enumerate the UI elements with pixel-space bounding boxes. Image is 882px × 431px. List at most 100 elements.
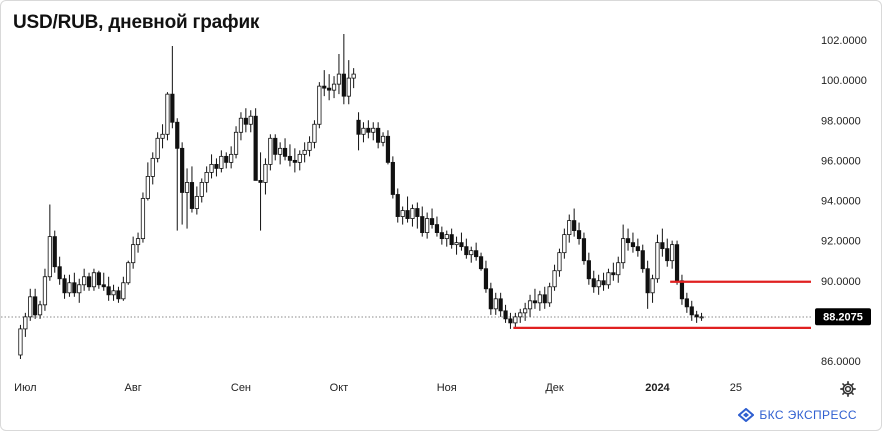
candle [518, 308, 523, 323]
candle [557, 248, 562, 277]
candle [508, 312, 513, 329]
candle [224, 152, 229, 169]
candle [483, 260, 489, 293]
candles-layer [18, 33, 704, 359]
candle [567, 214, 572, 243]
candle [429, 208, 435, 229]
candle [126, 260, 131, 285]
candle [621, 224, 626, 269]
candle [371, 122, 376, 141]
candle [464, 238, 469, 259]
candle [572, 208, 577, 237]
candle [204, 166, 209, 193]
candle [596, 274, 601, 295]
x-axis: Июл Авг Сен Окт Ноя Дек 2024 25 [14, 382, 742, 394]
candle [121, 276, 126, 301]
candle [645, 260, 650, 309]
settings-button[interactable] [837, 378, 859, 400]
candle [361, 122, 366, 143]
candle [689, 300, 694, 321]
x-tick-label: 2024 [645, 382, 670, 394]
candle [503, 304, 508, 323]
candle [395, 188, 400, 223]
y-tick-label: 96.0000 [821, 155, 861, 167]
candle [459, 232, 464, 251]
x-tick-label: Окт [330, 382, 349, 394]
x-tick-label: Ноя [437, 382, 457, 394]
candle [331, 76, 337, 99]
candle [57, 256, 62, 285]
y-axis: 102.0000 100.0000 98.0000 96.0000 94.0000 92.… [821, 35, 867, 368]
candle [699, 312, 704, 321]
candle [474, 242, 479, 261]
candle [469, 246, 474, 263]
candle [410, 204, 415, 227]
candle [150, 152, 155, 185]
candle [33, 288, 38, 319]
candle [351, 68, 356, 89]
candle [327, 74, 332, 101]
candle [238, 112, 244, 141]
candle [165, 92, 170, 141]
candle [268, 134, 273, 171]
candle [454, 236, 459, 255]
levels-layer [513, 280, 811, 329]
chart-title: USD/RUB, дневной график [13, 12, 260, 33]
candle [498, 292, 503, 317]
candle [135, 232, 141, 253]
candle [67, 274, 72, 297]
candle [243, 108, 248, 133]
last-price-value: 88.2075 [823, 312, 863, 324]
last-price-label: 88.2075 [815, 308, 871, 326]
candle [184, 168, 190, 229]
y-tick-label: 86.0000 [821, 356, 861, 368]
candle [199, 178, 204, 203]
candle [317, 82, 322, 129]
candle [606, 268, 611, 289]
candle [18, 324, 23, 359]
candle [307, 136, 312, 157]
candle [478, 252, 484, 271]
candle [214, 158, 219, 177]
gear-icon [840, 381, 856, 397]
candle [385, 130, 391, 165]
candle [42, 268, 48, 311]
candle [23, 312, 28, 337]
candle [77, 278, 82, 303]
x-tick-label: Авг [125, 382, 142, 394]
candle [420, 206, 425, 237]
candle [248, 110, 253, 133]
candle [650, 274, 655, 303]
candle [488, 282, 493, 315]
candle [356, 112, 361, 151]
candle [346, 60, 351, 105]
y-tick-label: 90.0000 [821, 276, 861, 288]
candle [116, 286, 121, 303]
candle [655, 234, 660, 283]
candle [297, 150, 302, 171]
y-tick-label: 100.0000 [821, 75, 867, 87]
candle [434, 216, 440, 237]
candle [635, 238, 640, 257]
candle [439, 226, 444, 245]
candle [219, 150, 224, 173]
candle [233, 126, 239, 159]
candle [547, 282, 552, 307]
candle [390, 156, 395, 199]
bks-logo-icon [738, 408, 755, 422]
candle [532, 288, 538, 309]
x-tick-label: 25 [730, 382, 742, 394]
candle [513, 312, 518, 329]
candle [684, 292, 689, 313]
candle [160, 124, 165, 149]
candle [660, 228, 665, 257]
candle [302, 142, 307, 163]
candle [542, 286, 547, 309]
candle [287, 144, 293, 167]
candle [140, 192, 146, 243]
candle [527, 294, 533, 317]
candle [537, 290, 542, 311]
candle [601, 272, 606, 291]
